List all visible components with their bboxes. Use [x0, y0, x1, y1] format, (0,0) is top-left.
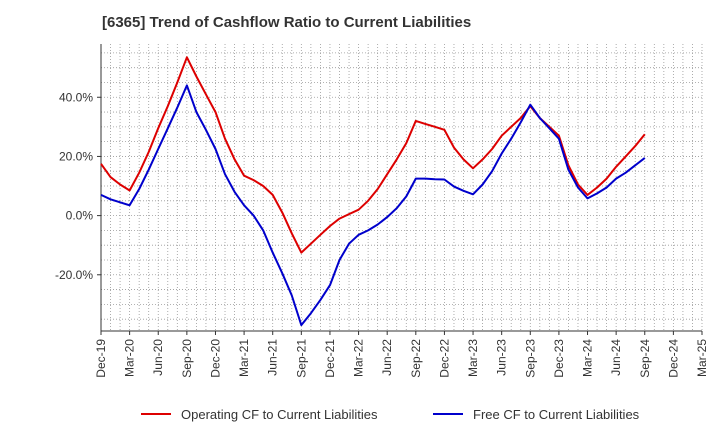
x-tick-label: Sep-20: [180, 339, 194, 378]
series-line-free-cf: [100, 84, 646, 327]
x-tick-label: Sep-22: [409, 339, 423, 378]
x-tick-label: Jun-21: [266, 339, 280, 376]
plot-area: [101, 44, 702, 331]
x-tick-label: Mar-23: [466, 339, 480, 377]
x-tick-label: Mar-25: [695, 339, 709, 377]
x-tick-label: Mar-22: [352, 339, 366, 377]
y-tick-label: 0.0%: [66, 209, 94, 223]
x-tick-label: Dec-24: [666, 339, 680, 378]
y-tick-label: 20.0%: [59, 149, 93, 163]
x-tick-label: Dec-21: [323, 339, 337, 378]
x-tick-label: Dec-20: [208, 339, 222, 378]
x-tick-label: Dec-19: [94, 339, 108, 378]
legend-label-operating-cf: Operating CF to Current Liabilities: [181, 407, 378, 422]
x-tick-label: Jun-24: [609, 339, 623, 376]
y-tick-label: 40.0%: [59, 90, 93, 104]
x-tick-label: Jun-20: [151, 339, 165, 376]
series-line-operating-cf: [100, 56, 646, 254]
x-tick-label: Sep-21: [294, 339, 308, 378]
x-tick-label: Dec-22: [437, 339, 451, 378]
x-tick-label: Jun-22: [380, 339, 394, 376]
x-tick-label: Sep-23: [523, 339, 537, 378]
y-tick-label: -20.0%: [55, 268, 93, 282]
x-tick-label: Jun-23: [495, 339, 509, 376]
x-tick-label: Sep-24: [638, 339, 652, 378]
chart-title: [6365] Trend of Cashflow Ratio to Curren…: [102, 14, 472, 31]
x-tick-label: Mar-24: [581, 339, 595, 377]
x-tick-label: Mar-21: [237, 339, 251, 377]
x-tick-label: Dec-23: [552, 339, 566, 378]
legend-label-free-cf: Free CF to Current Liabilities: [473, 407, 640, 422]
x-tick-label: Mar-20: [123, 339, 137, 377]
